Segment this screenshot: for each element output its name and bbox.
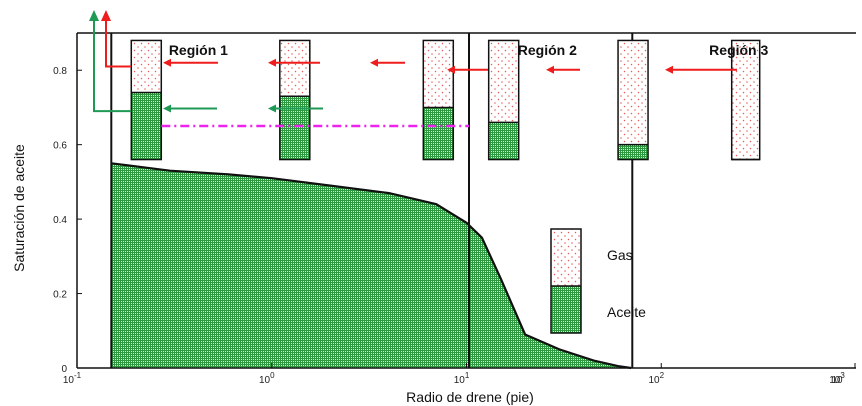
legend-outline [550,228,582,334]
oil-flow-arrow-2 [163,104,217,113]
gas-fill [423,40,454,108]
arrow-head [546,65,554,74]
saturation-column-2 [279,39,311,161]
region-label-1: Región 1 [169,42,228,58]
arrow-head [268,104,276,113]
oil-fill [279,96,310,160]
oil-fill [423,107,454,160]
gas-fill [279,40,310,97]
saturation-column-3 [422,39,455,161]
x-tick-exponent: 3 [840,371,845,380]
x-tick-exponent: -1 [74,371,82,380]
gas-fill [731,40,760,160]
gas-flow-arrow-2 [546,65,580,74]
legend-label-gas: Gas [607,247,633,263]
legend-oil-swatch [551,286,581,333]
oil-flow-arrow-1 [268,104,323,113]
saturation-column-4 [487,39,520,161]
gas-production-arrow [101,10,132,68]
saturation-column-5 [617,39,649,161]
x-tick-exponent: 1 [465,371,470,380]
x-tick-exponent: 0 [270,371,275,380]
x-tick-exponent: 2 [660,371,665,380]
y-tick-label: 0 [61,364,67,375]
x-tick-label: 102 [648,371,664,386]
gas-fill [488,40,519,123]
saturation-columns [130,39,761,161]
oil-production-path [93,20,132,113]
saturation-column-6 [730,39,761,161]
gas-production-head [101,10,111,21]
column-outline [617,39,649,161]
oil-fill [131,92,162,160]
oil-production-head [89,10,99,21]
gas-flow-arrow-1 [665,65,737,74]
y-tick-label: 0.8 [53,66,67,77]
oil-production-arrow [89,10,132,113]
flow-arrows [89,10,737,113]
gas-flow-arrow-5 [268,58,320,67]
oil-area-layer [111,162,632,370]
axes [76,32,856,369]
x-tick-label: 10 [831,375,843,386]
region-label-2: Región 2 [518,42,577,58]
legend-label-oil: Aceite [607,304,646,320]
column-outline [422,39,455,161]
x-tick-label: 101 [454,371,470,386]
saturation-column-1 [130,39,163,161]
oil-saturation-area [111,163,632,368]
oil-saturation-curve [111,162,632,370]
gas-production-path [105,20,132,68]
legend-gas-swatch [551,229,581,286]
legend: Gas Aceite [550,228,646,334]
column-outline [279,39,311,161]
oil-fill [488,122,519,160]
column-outline [730,39,761,161]
gas-flow-arrow-6 [163,58,218,67]
x-tick-label: 100 [259,371,275,386]
y-axis-title: Saturación de aceite [11,144,27,272]
y-tick-label: 0.6 [53,141,67,152]
arrow-head [665,65,673,74]
column-outline [130,39,163,161]
gas-flow-arrow-3 [447,65,488,74]
gas-flow-arrow-4 [370,58,405,67]
gas-fill [618,40,649,145]
oil-fill [618,144,649,160]
region-label-3: Región 3 [709,42,768,58]
column-outline [487,39,520,161]
y-tick-label: 0.4 [53,215,67,226]
gas-fill [131,40,162,93]
x-axis-title: Radio de drene (pie) [406,389,534,405]
arrow-head [268,58,276,67]
arrow-head [163,58,171,67]
arrow-head [163,104,171,113]
y-tick-label: 0.2 [53,290,67,301]
region-labels: Región 1 Región 2 Región 3 [169,42,769,58]
arrow-head [370,58,378,67]
arrow-head [447,65,455,74]
